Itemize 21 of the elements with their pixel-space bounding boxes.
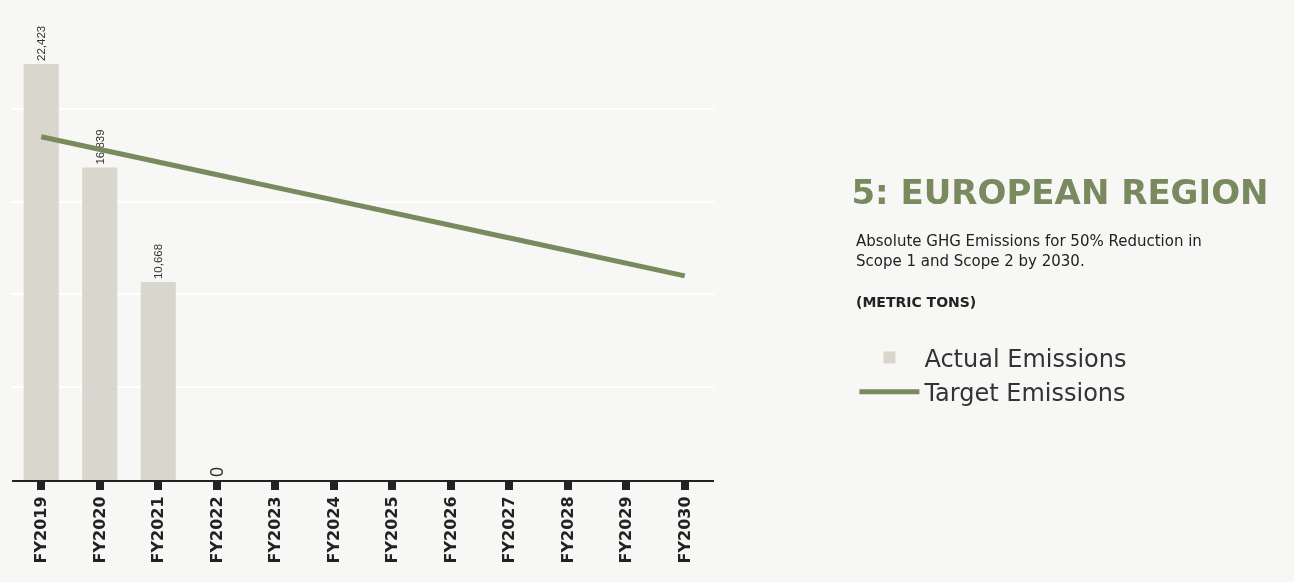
data-label: 10,668 (152, 243, 165, 280)
x-tick-label: FY2026 (440, 496, 460, 564)
x-tick-label: FY2024 (323, 496, 343, 564)
data-label: 0 (206, 466, 227, 477)
x-tick-label: FY2023 (265, 496, 285, 564)
x-tick-label: FY2027 (499, 496, 519, 564)
data-label: 22,423 (35, 25, 48, 61)
x-tick-label: FY2020 (89, 496, 109, 564)
text: (METRIC TONS) (856, 294, 977, 310)
text: Absolute GHG Emissions for 50% Reduction in Scope 1 and Scope 2 by 2030. (856, 232, 1202, 270)
x-tick-label: FY2030 (674, 496, 694, 564)
legend-label: Actual Emissions (924, 344, 1127, 373)
x-tick-label: FY2019 (31, 496, 51, 564)
x-tick-label: FY2029 (616, 496, 636, 564)
x-tick-label: FY2022 (206, 496, 226, 564)
x-tick-label: FY2025 (382, 496, 402, 564)
text: 5: EUROPEAN REGION (851, 171, 1269, 212)
data-label: 16,839 (93, 129, 106, 165)
x-tick-label: FY2021 (148, 496, 168, 564)
legend-label: Target Emissions (923, 379, 1126, 408)
x-tick-label: FY2028 (557, 496, 577, 564)
